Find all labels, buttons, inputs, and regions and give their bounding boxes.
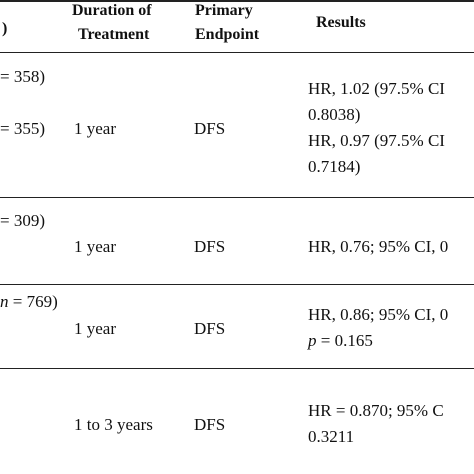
row3-arm-a: n = 769) <box>0 291 58 313</box>
row3-p-value-number: = 0.165 <box>316 331 373 350</box>
row1-result-line2: 0.8038) <box>308 105 361 124</box>
row1-endpoint: DFS <box>194 119 226 138</box>
row3-endpoint: DFS <box>194 319 226 338</box>
row-divider-2 <box>0 284 474 285</box>
header-endpoint-line2: Endpoint <box>195 26 260 43</box>
row1-result-line3: HR, 0.97 (97.5% CI <box>308 131 445 150</box>
header-duration-line1: Duration of <box>72 2 152 19</box>
row-divider-3 <box>0 368 474 369</box>
row4-result-line2: 0.3211 <box>308 427 355 446</box>
row-divider-1 <box>0 197 474 198</box>
row2-duration: 1 year <box>74 237 117 256</box>
row2-endpoint: DFS <box>194 237 226 256</box>
row3-duration: 1 year <box>74 319 117 338</box>
row4-endpoint: DFS <box>194 415 226 434</box>
row1-arm-b: = 355) <box>0 119 45 138</box>
row2-result-line1: HR, 0.76; 95% CI, 0 <box>308 237 449 256</box>
row1-result-line1: HR, 1.02 (97.5% CI <box>308 79 445 98</box>
row1-arm-a: = 358) <box>0 67 45 86</box>
header-bottom-rule <box>0 52 474 53</box>
row1-duration: 1 year <box>74 119 117 138</box>
header-results: Results <box>316 14 366 31</box>
header-duration-line2: Treatment <box>78 26 150 43</box>
row1-result-line4: 0.7184) <box>308 157 361 176</box>
row3-result-line1: HR, 0.86; 95% CI, 0 <box>308 305 449 324</box>
row4-duration: 1 to 3 years <box>74 415 153 434</box>
header-endpoint-line1: Primary <box>195 2 253 19</box>
row3-p-value: p = 0.165 <box>308 330 373 352</box>
row3-arm-a-value: = 769) <box>8 292 58 311</box>
row4-result-line1: HR = 0.870; 95% C <box>308 401 444 420</box>
header-col0: ) <box>2 20 8 37</box>
n-symbol: n <box>0 292 9 311</box>
header-top-rule <box>0 0 474 2</box>
p-symbol: p <box>308 331 317 350</box>
row2-arm-a: = 309) <box>0 211 45 230</box>
